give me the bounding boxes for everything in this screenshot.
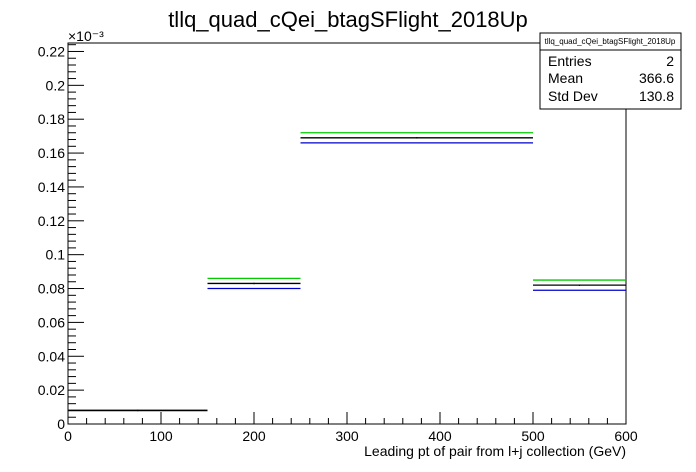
- y-tick-label: 0.22: [38, 43, 65, 59]
- stats-entries-label: Entries: [548, 53, 592, 69]
- chart-title: tllq_quad_cQei_btagSFlight_2018Up: [168, 7, 528, 32]
- histogram-bin-center-marker: [415, 137, 418, 139]
- stats-stddev-label: Std Dev: [548, 88, 598, 104]
- x-tick-label: 100: [149, 428, 173, 444]
- y-tick-label: 0.06: [38, 314, 65, 330]
- y-tick-label: 0: [57, 416, 65, 432]
- y-tick-label: 0.14: [38, 179, 65, 195]
- histogram-bin-center-marker: [578, 284, 581, 286]
- stats-mean-value: 366.6: [639, 70, 674, 86]
- y-tick-label: 0.08: [38, 281, 65, 297]
- stats-stddev-value: 130.8: [639, 88, 674, 104]
- x-tick-label: 0: [64, 428, 72, 444]
- y-axis: 0 0.02 0.04 0.06 0.08 0.1 0.12 0.14 0.16 0.18 0.2 0…: [38, 43, 84, 432]
- histogram-bin-center-marker: [253, 282, 255, 285]
- x-tick-label: 200: [242, 428, 266, 444]
- x-axis-label: Leading pt of pair from l+j collection (…: [364, 443, 626, 459]
- y-tick-label: 0.02: [38, 382, 65, 398]
- x-tick-label: 400: [428, 428, 452, 444]
- stats-mean-label: Mean: [548, 70, 583, 86]
- y-tick-label: 0.16: [38, 145, 65, 161]
- stats-box: tllq_quad_cQei_btagSFlight_2018Up Entrie…: [539, 32, 682, 110]
- x-axis: 0 100 200 300 400 500 600: [64, 412, 638, 444]
- y-tick-label: 0.1: [46, 247, 66, 263]
- y-tick-label: 0.04: [38, 348, 65, 364]
- histogram-series: [68, 132, 626, 412]
- y-tick-label: 0.18: [38, 111, 65, 127]
- stats-box-name: tllq_quad_cQei_btagSFlight_2018Up: [545, 37, 676, 46]
- y-tick-label: 0.12: [38, 213, 65, 229]
- stats-entries-value: 2: [666, 53, 674, 69]
- y-tick-label: 0.2: [46, 77, 66, 93]
- y-exponent-label: ×10⁻³: [68, 28, 104, 44]
- x-tick-label: 600: [614, 428, 638, 444]
- x-tick-label: 300: [335, 428, 359, 444]
- x-tick-label: 500: [521, 428, 545, 444]
- histogram-bin-center-marker: [136, 409, 139, 412]
- stats-box-frame: [539, 32, 682, 110]
